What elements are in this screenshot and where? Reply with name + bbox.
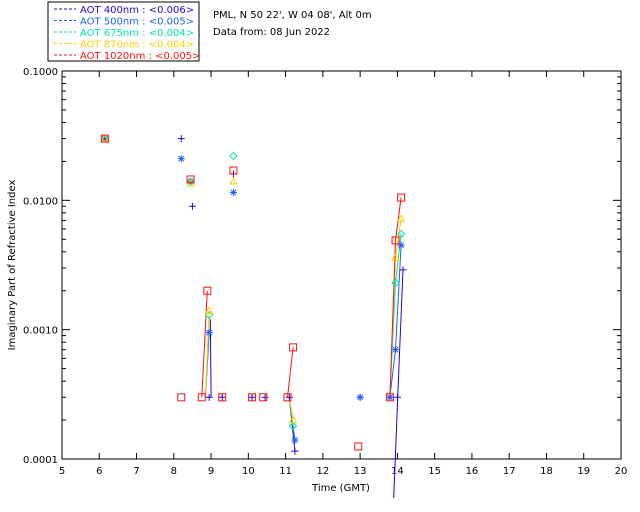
data-point	[356, 393, 364, 401]
data-point	[100, 134, 110, 142]
data-point	[354, 442, 363, 451]
data-point	[100, 134, 109, 143]
x-tick-label: 18	[540, 466, 553, 477]
plot-frame	[61, 70, 622, 460]
data-point	[289, 343, 298, 352]
data-point	[229, 166, 238, 175]
data-point	[229, 188, 237, 196]
y-tick-label: 0.1000	[23, 67, 58, 78]
x-tick-label: 5	[59, 466, 65, 477]
data-point	[248, 393, 257, 402]
x-tick-label: 12	[316, 466, 329, 477]
series-line	[389, 197, 402, 398]
data-point	[261, 393, 269, 401]
x-tick-label: 8	[171, 466, 177, 477]
x-tick-label: 10	[242, 466, 255, 477]
data-point	[393, 393, 401, 401]
x-tick-label: 15	[428, 466, 441, 477]
data-point	[177, 135, 185, 143]
legend: AOT 400nm : <0.006>AOT 500nm : <0.005>AO…	[47, 1, 200, 62]
data-point	[285, 393, 293, 401]
series-line	[393, 269, 404, 498]
data-point	[385, 393, 394, 402]
data-date: Data from: 08 Jun 2022	[213, 27, 330, 38]
y-axis-label: Imaginary Part of Refractive Index	[7, 180, 18, 351]
x-tick-label: 16	[466, 466, 479, 477]
series-line	[287, 347, 294, 398]
data-point	[396, 229, 406, 239]
y-tick-label: 0.0010	[23, 326, 58, 337]
data-point	[188, 202, 196, 210]
y-tick-label: 0.0001	[23, 455, 58, 466]
x-tick-labels: 5 6 7 8 9 10 11 12 13 14 15 16 17 18 19 20	[59, 466, 628, 477]
data-point	[177, 393, 186, 402]
x-tick-label: 14	[391, 466, 404, 477]
data-point	[204, 306, 214, 314]
legend-entry: AOT 675nm : <0.004>	[80, 28, 194, 39]
site-info: PML, N 50 22', W 04 08', Alt 0m	[213, 10, 372, 21]
x-tick-label: 7	[133, 466, 139, 477]
data-point	[186, 175, 195, 184]
y-tick-label: 0.0100	[23, 196, 58, 207]
data-point	[291, 447, 299, 455]
data-point	[218, 393, 226, 401]
data-point	[205, 393, 213, 401]
data-point	[391, 253, 400, 261]
data-point	[396, 214, 406, 222]
data-point	[186, 177, 195, 186]
y-tick-labels: 0.0001 0.0010 0.0100 0.1000	[23, 67, 58, 466]
data-point	[391, 236, 400, 245]
x-tick-label: 17	[503, 466, 516, 477]
series-line	[205, 310, 210, 398]
data-point	[248, 393, 256, 401]
legend-box	[47, 1, 200, 62]
data-point	[197, 393, 206, 402]
x-tick-label: 6	[96, 466, 102, 477]
data-point	[386, 393, 394, 401]
data-point	[177, 155, 185, 163]
data-point	[203, 286, 212, 295]
data-point	[283, 393, 292, 402]
data-point	[229, 151, 238, 161]
x-tick-label: 11	[279, 466, 292, 477]
x-tick-label: 19	[577, 466, 590, 477]
series-lines	[201, 197, 404, 498]
data-point	[259, 393, 268, 402]
x-tick-label: 13	[354, 466, 367, 477]
x-tick-label: 20	[615, 466, 628, 477]
legend-entry: AOT 500nm : <0.005>	[80, 17, 194, 28]
data-point	[391, 278, 400, 288]
legend-entry: AOT 1020nm : <0.005>	[80, 51, 200, 62]
data-point	[229, 176, 238, 185]
data-point	[399, 266, 407, 274]
data-point	[291, 436, 299, 444]
data-point	[397, 193, 406, 202]
x-tick-label: 9	[208, 466, 214, 477]
data-point	[205, 329, 213, 337]
axis-ticks	[61, 70, 622, 460]
data-point	[392, 346, 400, 354]
x-axis-label: Time (GMT)	[311, 483, 370, 494]
series-points	[100, 134, 407, 455]
data-point	[288, 415, 298, 424]
legend-entry: AOT 400nm : <0.006>	[80, 5, 194, 16]
legend-entry: AOT 870nm : <0.004>	[80, 40, 194, 51]
data-point	[288, 421, 298, 431]
series-line	[201, 290, 208, 398]
data-point	[218, 393, 227, 402]
